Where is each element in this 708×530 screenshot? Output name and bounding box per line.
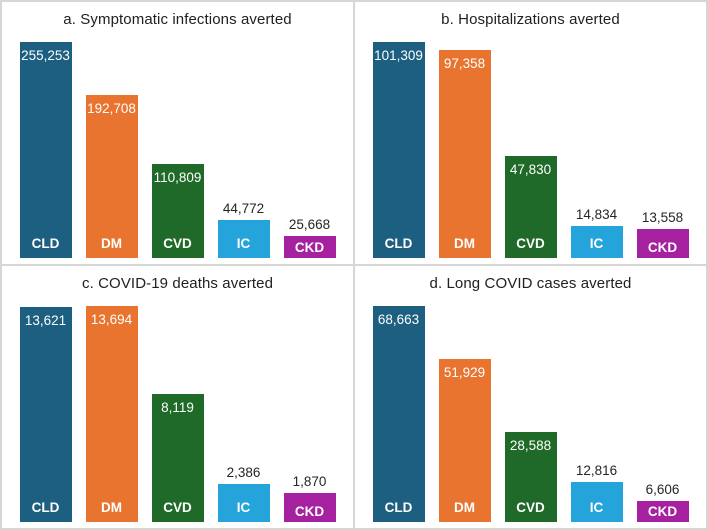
- bar-group-cvd: 8,119 CVD: [151, 394, 204, 522]
- panel-d-title: d. Long COVID cases averted: [429, 275, 632, 292]
- value-label-dm: 97,358: [443, 56, 486, 71]
- bar-group-dm: 97,358 DM: [438, 50, 491, 258]
- bar-group-cld: 255,253 CLD: [19, 42, 72, 258]
- category-label-dm: DM: [101, 500, 122, 515]
- value-label-ic: 44,772: [222, 201, 265, 216]
- bar-cld: 101,309 CLD: [372, 42, 425, 258]
- value-label-cld: 101,309: [374, 48, 423, 63]
- value-label-cld: 255,253: [21, 48, 70, 63]
- value-label-cvd: 110,809: [153, 170, 202, 185]
- value-label-cvd: 28,588: [509, 438, 552, 453]
- bar-group-dm: 192,708 DM: [85, 95, 138, 258]
- category-label-cld: CLD: [384, 500, 413, 515]
- category-label-cvd: CVD: [516, 236, 545, 251]
- value-label-cvd: 47,830: [509, 162, 552, 177]
- category-label-ckd: CKD: [294, 240, 325, 255]
- value-label-cld: 13,621: [24, 313, 67, 328]
- panel-a-symptomatic-infections: a. Symptomatic infections averted 255,25…: [2, 2, 353, 264]
- bar-group-cvd: 28,588 CVD: [504, 432, 557, 522]
- bar-ic: IC: [217, 220, 270, 258]
- category-label-cld: CLD: [31, 500, 60, 515]
- value-label-dm: 13,694: [90, 312, 133, 327]
- panel-b-hospitalizations: b. Hospitalizations averted 101,309 CLD 97…: [355, 2, 706, 264]
- panel-a-bars: 255,253 CLD 192,708 DM 110,809 CVD 44,772 IC 25,…: [2, 28, 353, 264]
- category-label-dm: DM: [101, 236, 122, 251]
- bar-ckd: CKD: [636, 229, 689, 258]
- bar-ic: IC: [217, 484, 270, 522]
- category-label-cvd: CVD: [163, 500, 192, 515]
- value-label-ic: 14,834: [575, 207, 618, 222]
- value-label-ckd: 1,870: [292, 474, 327, 489]
- category-label-dm: DM: [454, 236, 475, 251]
- bar-cld: 255,253 CLD: [19, 42, 72, 258]
- value-label-ckd: 13,558: [641, 210, 684, 225]
- value-label-cld: 68,663: [377, 312, 420, 327]
- panel-c-bars: 13,621 CLD 13,694 DM 8,119 CVD 2,386 IC 1,870 CKD: [2, 292, 353, 528]
- category-label-ckd: CKD: [647, 240, 678, 255]
- value-label-ckd: 25,668: [288, 217, 331, 232]
- bar-cvd: 47,830 CVD: [504, 156, 557, 258]
- bar-dm: 192,708 DM: [85, 95, 138, 258]
- bar-cld: 68,663 CLD: [372, 306, 425, 522]
- bar-group-cld: 13,621 CLD: [19, 307, 72, 522]
- bar-group-ic: 44,772 IC: [217, 201, 270, 258]
- category-label-dm: DM: [454, 500, 475, 515]
- value-label-cvd: 8,119: [161, 400, 194, 415]
- bar-cld: 13,621 CLD: [19, 307, 72, 522]
- category-label-ckd: CKD: [294, 504, 325, 519]
- value-label-ckd: 6,606: [645, 482, 680, 497]
- bar-cvd: 28,588 CVD: [504, 432, 557, 522]
- panel-b-title: b. Hospitalizations averted: [441, 11, 620, 28]
- bar-ckd: CKD: [283, 493, 336, 522]
- bar-group-dm: 51,929 DM: [438, 359, 491, 522]
- bar-group-ckd: 6,606 CKD: [636, 482, 689, 522]
- bar-ckd: CKD: [636, 501, 689, 522]
- bar-group-dm: 13,694 DM: [85, 306, 138, 522]
- bar-group-cvd: 110,809 CVD: [151, 164, 204, 258]
- bar-group-cld: 68,663 CLD: [372, 306, 425, 522]
- category-label-cvd: CVD: [516, 500, 545, 515]
- bar-ic: IC: [570, 226, 623, 258]
- category-label-cld: CLD: [31, 236, 60, 251]
- bar-ckd: CKD: [283, 236, 336, 258]
- category-label-cld: CLD: [384, 236, 413, 251]
- category-label-ic: IC: [589, 236, 604, 251]
- category-label-cvd: CVD: [163, 236, 192, 251]
- panel-c-title: c. COVID-19 deaths averted: [81, 275, 274, 292]
- bar-cvd: 8,119 CVD: [151, 394, 204, 522]
- bar-dm: 51,929 DM: [438, 359, 491, 522]
- value-label-dm: 51,929: [443, 365, 486, 380]
- bar-group-ckd: 25,668 CKD: [283, 217, 336, 258]
- panel-c-covid-deaths: c. COVID-19 deaths averted 13,621 CLD 13,6…: [2, 266, 353, 528]
- panel-a-title: a. Symptomatic infections averted: [63, 11, 292, 28]
- bar-group-ic: 2,386 IC: [217, 465, 270, 522]
- panel-d-long-covid: d. Long COVID cases averted 68,663 CLD 51,…: [355, 266, 706, 528]
- bar-ic: IC: [570, 482, 623, 522]
- bar-group-ckd: 1,870 CKD: [283, 474, 336, 522]
- bar-group-ic: 14,834 IC: [570, 207, 623, 258]
- bar-group-ic: 12,816 IC: [570, 463, 623, 522]
- bar-group-cvd: 47,830 CVD: [504, 156, 557, 258]
- bar-dm: 13,694 DM: [85, 306, 138, 522]
- panel-d-bars: 68,663 CLD 51,929 DM 28,588 CVD 12,816 IC 6,606 C…: [355, 292, 706, 528]
- value-label-dm: 192,708: [87, 101, 136, 116]
- value-label-ic: 12,816: [575, 463, 618, 478]
- value-label-ic: 2,386: [226, 465, 261, 480]
- bar-group-ckd: 13,558 CKD: [636, 210, 689, 258]
- category-label-ckd: CKD: [647, 504, 678, 519]
- category-label-ic: IC: [236, 236, 251, 251]
- bar-cvd: 110,809 CVD: [151, 164, 204, 258]
- category-label-ic: IC: [236, 500, 251, 515]
- panel-b-bars: 101,309 CLD 97,358 DM 47,830 CVD 14,834 IC 13,55…: [355, 28, 706, 264]
- bar-group-cld: 101,309 CLD: [372, 42, 425, 258]
- bar-dm: 97,358 DM: [438, 50, 491, 258]
- category-label-ic: IC: [589, 500, 604, 515]
